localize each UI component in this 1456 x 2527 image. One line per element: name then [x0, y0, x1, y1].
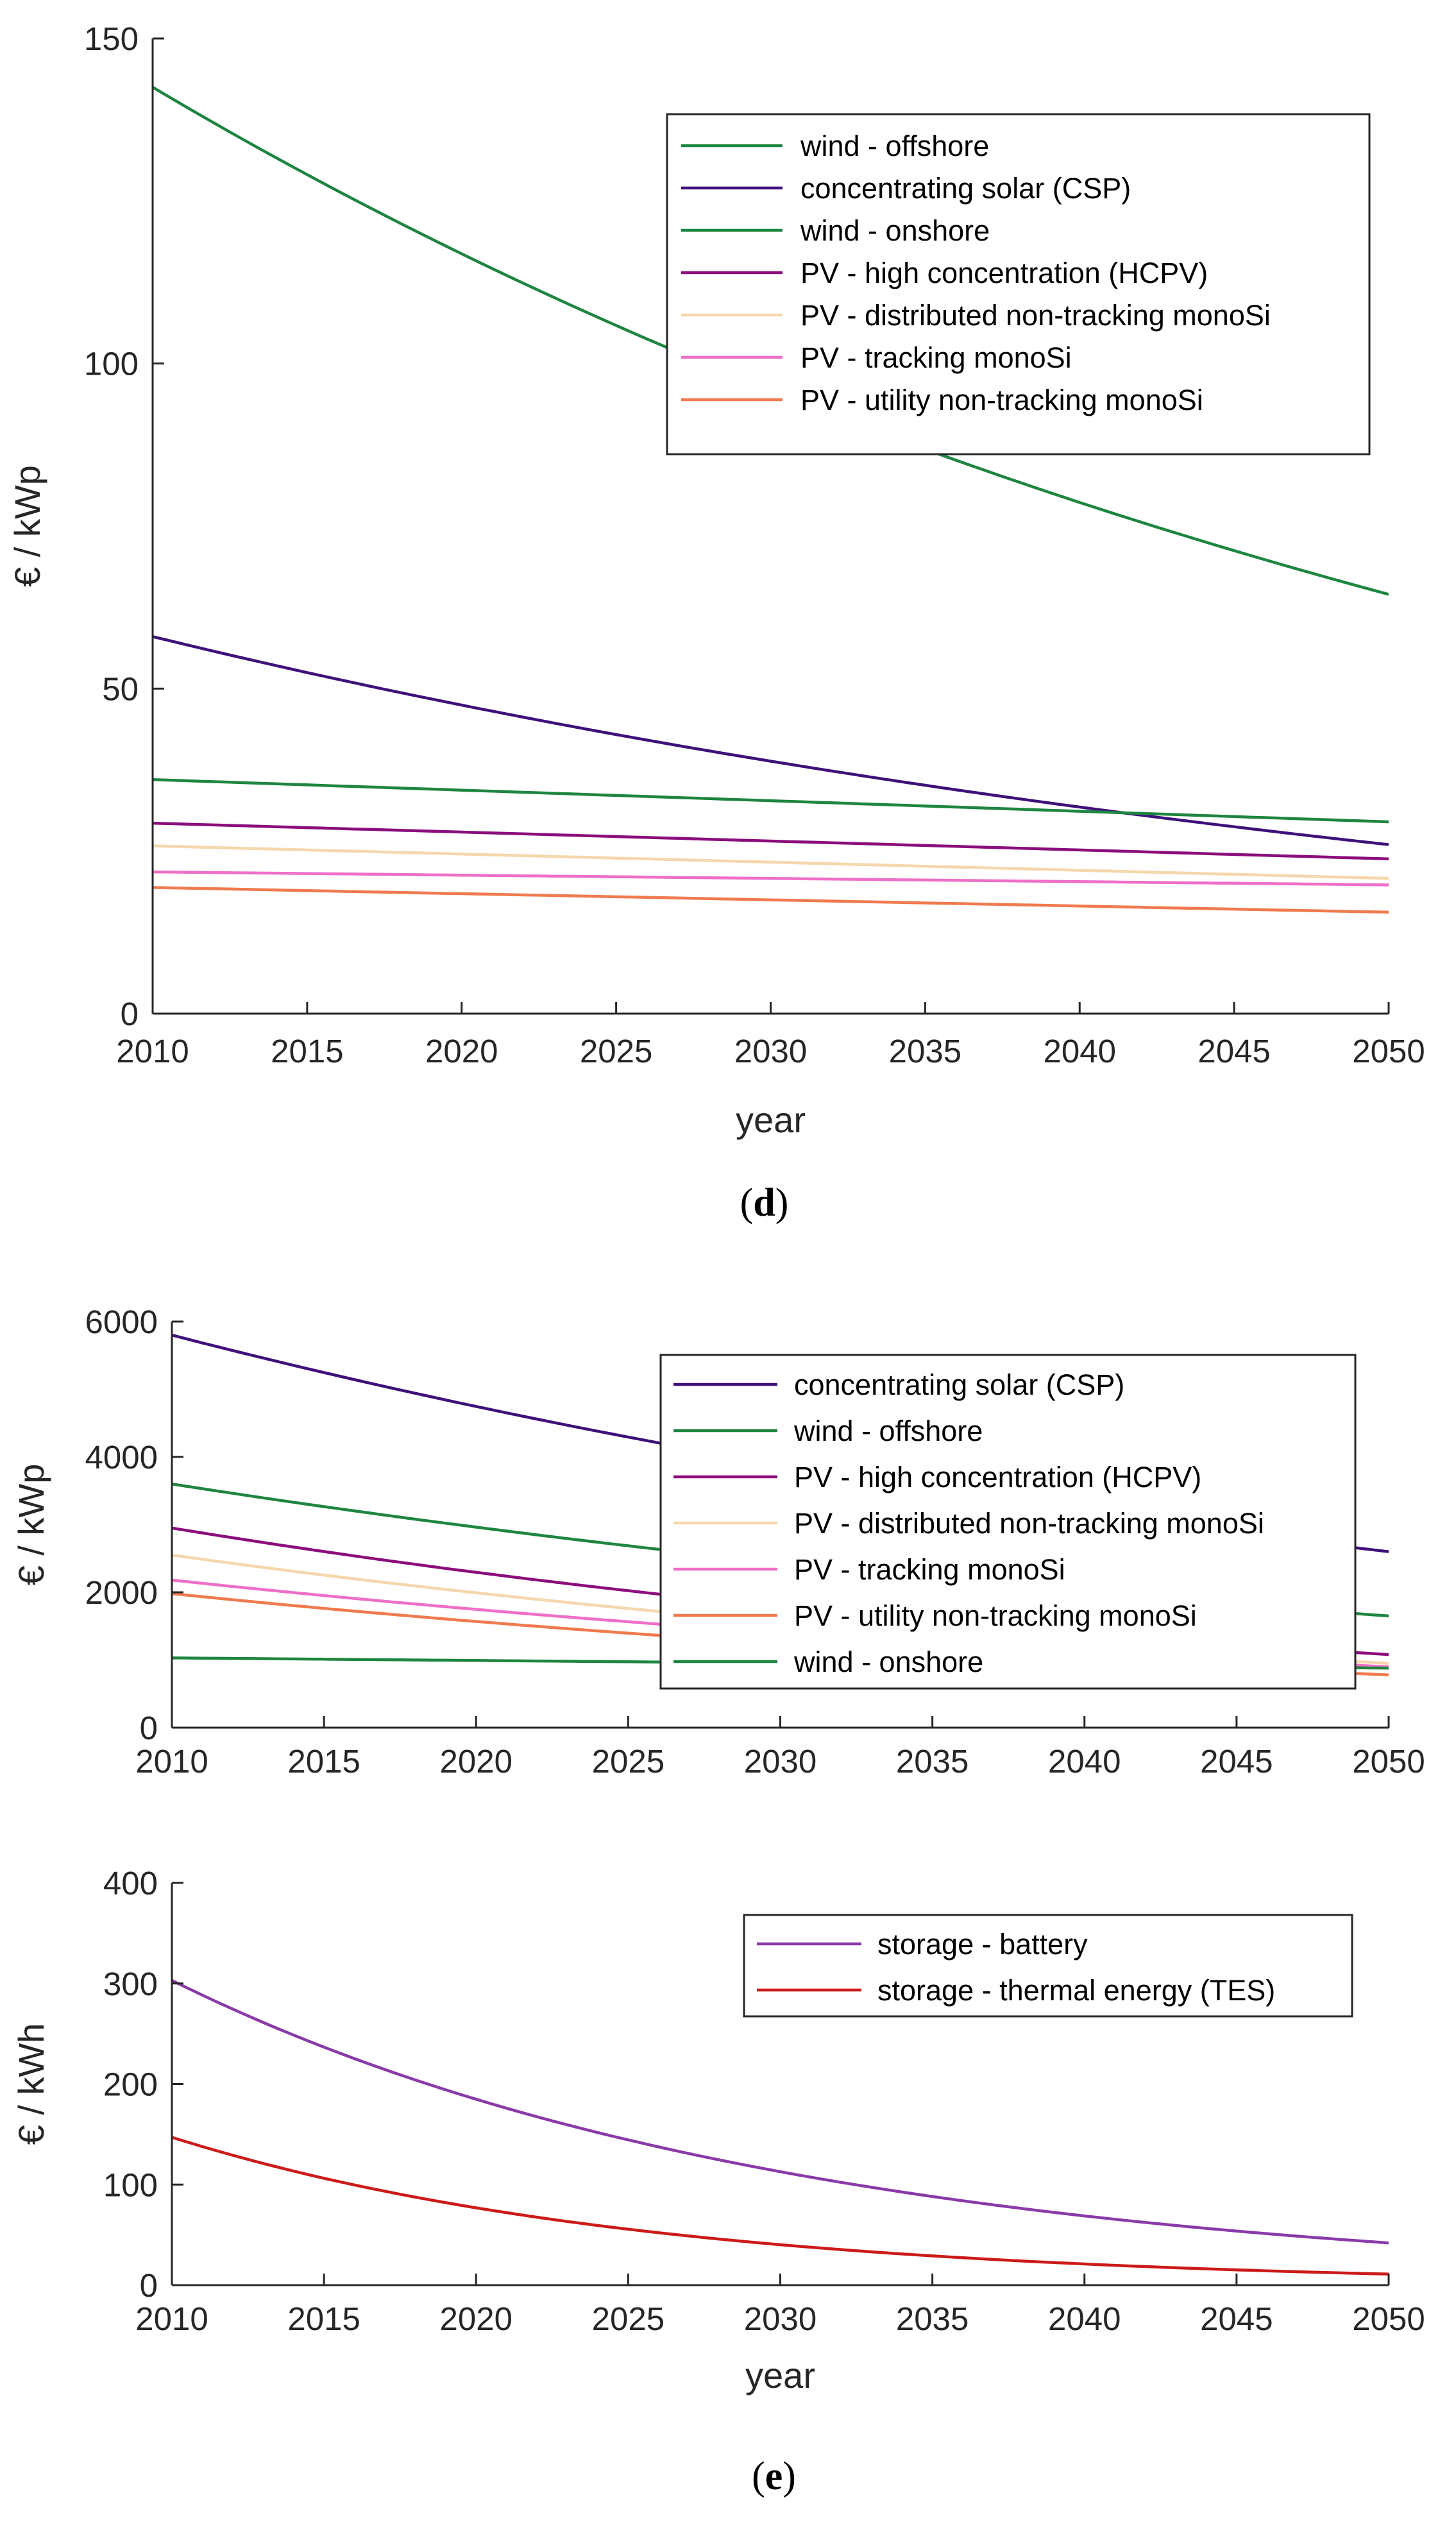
x-axis-label: year — [736, 1100, 806, 1140]
caption-letter: d — [753, 1181, 775, 1225]
x-tick-label: 2010 — [135, 1743, 208, 1780]
legend-label: PV - utility non-tracking monoSi — [794, 1599, 1197, 1632]
series-line-0 — [172, 1978, 1389, 2245]
x-tick-label: 2010 — [116, 1033, 189, 1069]
y-tick-label: 6000 — [85, 1304, 158, 1340]
x-tick-label: 2040 — [1044, 1033, 1116, 1069]
legend: storage - battery storage - thermal energ… — [743, 1914, 1353, 2018]
legend-label: storage - battery — [877, 1928, 1088, 1961]
series-line-2 — [153, 778, 1389, 824]
caption-open: ( — [740, 1181, 754, 1225]
y-tick-label: 4000 — [85, 1439, 158, 1476]
y-axis-label: € / kWp — [7, 465, 47, 587]
legend-label: wind - onshore — [793, 1646, 983, 1678]
y-tick-label: 50 — [102, 670, 139, 707]
x-tick-label: 2030 — [734, 1033, 807, 1069]
panel-caption: (d) — [740, 1181, 789, 1225]
x-tick-label: 2050 — [1352, 2301, 1425, 2337]
caption-open: ( — [752, 2455, 765, 2498]
x-tick-label: 2035 — [896, 2301, 969, 2337]
chart-e-bottom: 2010 2015 2020 2025 2030 2035 2040 2045 2050 0 100… — [11, 1865, 1425, 2498]
x-tick-label: 2030 — [744, 1743, 817, 1780]
series-group — [172, 1978, 1389, 2276]
x-tick-label: 2020 — [425, 1033, 498, 1069]
legend: wind - offshore concentrating solar (CSP)… — [666, 113, 1371, 455]
y-tick-label: 100 — [84, 346, 139, 382]
y-tick-label: 150 — [84, 21, 139, 57]
series-line-5 — [153, 870, 1389, 887]
x-tick-label: 2025 — [592, 2301, 665, 2337]
x-tick-label: 2025 — [580, 1033, 652, 1069]
y-tick-label: 0 — [140, 1710, 158, 1746]
x-tick-label: 2020 — [440, 1743, 512, 1780]
y-tick-label: 2000 — [85, 1574, 158, 1611]
x-axis-label: year — [745, 2355, 815, 2395]
legend-label: PV - distributed non-tracking monoSi — [800, 299, 1271, 332]
legend-label: PV - tracking monoSi — [794, 1553, 1065, 1586]
x-tick-label: 2045 — [1200, 1743, 1273, 1780]
legend-label: PV - distributed non-tracking monoSi — [794, 1507, 1264, 1540]
caption-letter: e — [765, 2455, 783, 2498]
series-group — [153, 86, 1389, 914]
chart-e-top: 2010 2015 2020 2025 2030 2035 2040 2045 2050 0 200… — [11, 1304, 1425, 1780]
legend-label: concentrating solar (CSP) — [800, 172, 1131, 205]
x-tick-label: 2035 — [896, 1743, 969, 1780]
legend-label: PV - high concentration (HCPV) — [794, 1461, 1201, 1493]
x-tick-label: 2015 — [287, 2301, 360, 2337]
legend-label: PV - tracking monoSi — [800, 341, 1072, 374]
legend: concentrating solar (CSP) wind - offshore… — [659, 1354, 1357, 1690]
legend-label: PV - utility non-tracking monoSi — [800, 384, 1203, 416]
x-tick-label: 2015 — [287, 1743, 360, 1780]
y-tick-label: 300 — [103, 1966, 158, 2002]
series-line-3 — [153, 821, 1389, 861]
legend-label: wind - offshore — [793, 1415, 983, 1447]
y-axis-label: € / kWp — [11, 1464, 51, 1586]
x-tick-label: 2010 — [135, 2301, 208, 2337]
y-tick-label: 200 — [103, 2066, 158, 2103]
panel-caption: (e) — [752, 2455, 796, 2498]
legend-box — [743, 1914, 1353, 2018]
legend-label: concentrating solar (CSP) — [794, 1368, 1124, 1401]
chart-d: 2010 2015 2020 2025 2030 2035 2040 2045 2050 0 50 1… — [7, 21, 1425, 1225]
x-tick-label: 2040 — [1048, 1743, 1121, 1780]
series-line-1 — [153, 635, 1389, 846]
y-tick-label: 0 — [121, 996, 139, 1032]
y-tick-label: 100 — [103, 2166, 158, 2203]
x-tick-label: 2045 — [1198, 1033, 1270, 1069]
y-tick-label: 0 — [140, 2267, 158, 2304]
x-tick-label: 2030 — [744, 2301, 817, 2337]
x-tick-label: 2050 — [1352, 1033, 1425, 1069]
caption-close: ) — [783, 2455, 796, 2498]
legend-label: PV - high concentration (HCPV) — [800, 257, 1208, 289]
series-line-1 — [172, 2136, 1389, 2276]
caption-close: ) — [775, 1181, 789, 1225]
legend-label: wind - onshore — [800, 214, 990, 247]
series-line-4 — [153, 844, 1389, 880]
x-tick-label: 2040 — [1048, 2301, 1121, 2337]
y-tick-label: 400 — [103, 1865, 158, 1902]
x-tick-label: 2015 — [271, 1033, 343, 1069]
y-axis-label: € / kWh — [11, 2023, 51, 2145]
x-tick-label: 2050 — [1352, 1743, 1425, 1780]
legend-label: storage - thermal energy (TES) — [877, 1974, 1275, 2007]
x-tick-label: 2025 — [592, 1743, 665, 1780]
x-tick-label: 2045 — [1200, 2301, 1273, 2337]
legend-box — [666, 113, 1371, 455]
x-tick-label: 2035 — [889, 1033, 961, 1069]
series-line-6 — [153, 886, 1389, 914]
legend-label: wind - offshore — [800, 130, 989, 162]
x-tick-label: 2020 — [440, 2301, 512, 2337]
